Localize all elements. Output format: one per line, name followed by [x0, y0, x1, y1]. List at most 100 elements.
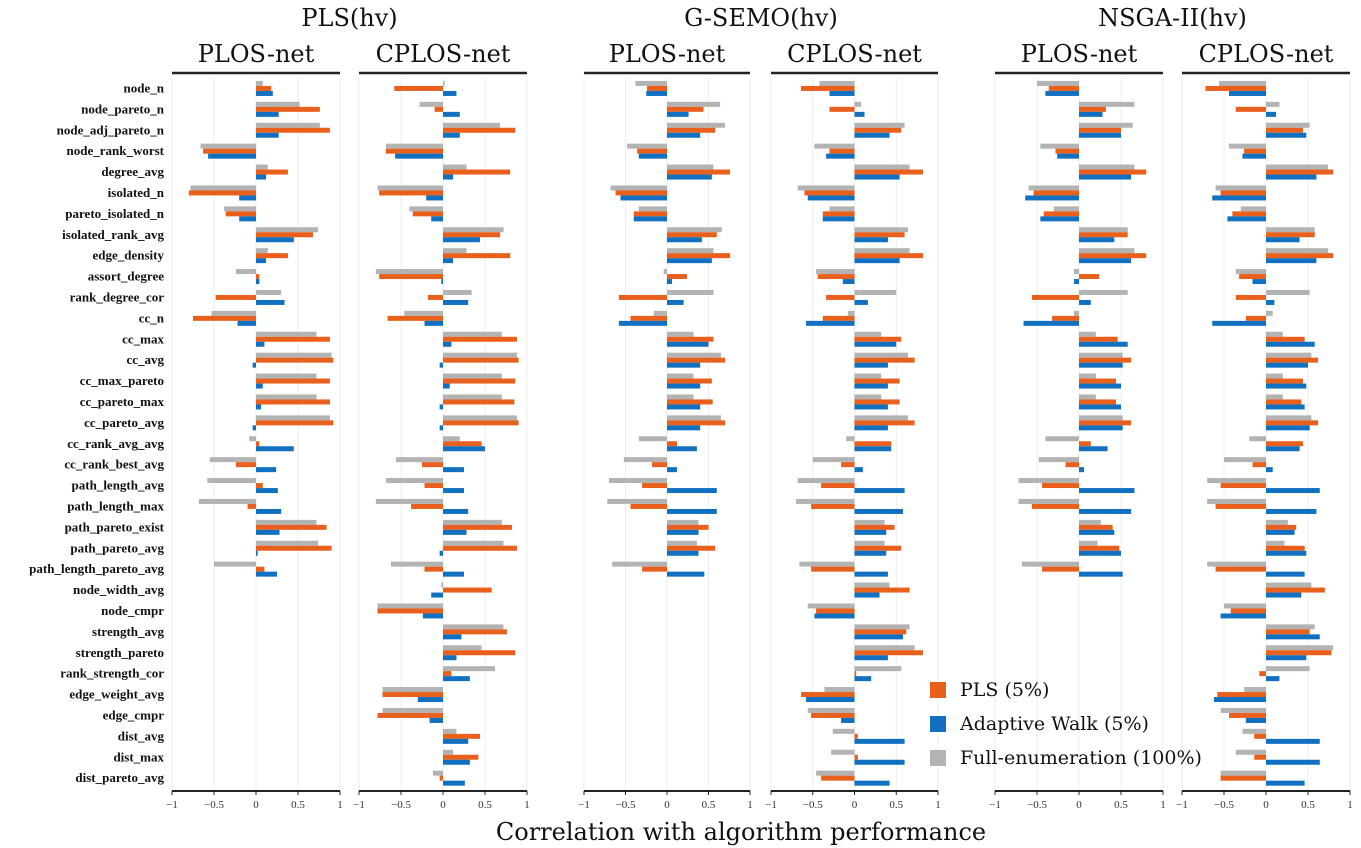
bar-pls	[256, 545, 332, 551]
bar-aw	[443, 111, 460, 117]
bar-full	[814, 143, 855, 149]
bar-aw	[667, 467, 677, 473]
x-tick-label: −0.5	[1027, 799, 1047, 811]
bar-full	[667, 331, 694, 337]
bar-aw	[667, 362, 701, 368]
bar-full	[667, 373, 694, 379]
x-tick-label: 0	[253, 799, 259, 811]
bar-aw	[443, 446, 485, 452]
feature-label: rank_degree_cor	[70, 289, 165, 304]
bar-full	[1073, 269, 1079, 275]
bar-aw	[256, 488, 278, 494]
feature-label: isolated_n	[108, 185, 165, 200]
bar-aw	[854, 404, 888, 410]
bar-aw	[1266, 571, 1305, 577]
bar-aw	[439, 362, 443, 368]
bar-pls	[821, 483, 855, 489]
bar-pls	[256, 441, 260, 447]
bar-full	[1079, 331, 1096, 337]
bar-pls	[667, 524, 709, 530]
bar-aw	[443, 508, 469, 514]
bar-pls	[1220, 190, 1266, 196]
bar-full	[667, 164, 714, 170]
bar-pls	[1031, 503, 1079, 509]
bar-pls	[854, 336, 902, 342]
bar-full	[799, 561, 855, 567]
bar-pls	[382, 692, 443, 698]
bar-full	[796, 498, 855, 504]
bar-full	[256, 80, 263, 86]
bar-aw	[1266, 111, 1277, 117]
bar-aw	[1266, 676, 1280, 682]
bar-pls	[801, 692, 855, 698]
bar-pls	[247, 503, 256, 509]
bar-pls	[667, 106, 704, 112]
bar-aw	[667, 299, 684, 305]
bar-pls	[667, 420, 726, 426]
bar-full	[443, 164, 467, 170]
bar-full	[1037, 80, 1079, 86]
bar-pls	[1229, 712, 1266, 718]
bar-full	[404, 310, 443, 316]
x-tick-label: 0.5	[1301, 799, 1315, 811]
bar-pls	[1079, 378, 1116, 384]
bar-aw	[667, 571, 705, 577]
bar-pls	[1048, 85, 1079, 91]
bar-pls	[817, 274, 855, 280]
bar-full	[854, 248, 910, 254]
bar-aw	[256, 467, 277, 473]
bar-pls	[667, 357, 726, 363]
bar-pls	[443, 754, 479, 760]
bar-pls	[1235, 106, 1266, 112]
bar-pls	[256, 357, 334, 363]
feature-label: path_pareto_exist	[65, 519, 165, 534]
bar-aw	[443, 383, 450, 389]
bar-aw	[1266, 759, 1320, 765]
bar-aw	[1079, 425, 1123, 431]
bar-pls	[1235, 294, 1266, 300]
bar-aw	[439, 404, 443, 410]
panel: PLOS-net −1 −0.5 0 0.5 1	[578, 40, 753, 811]
bar-pls	[1266, 629, 1310, 635]
bar-aw	[443, 759, 470, 765]
bar-full	[256, 227, 319, 233]
bar-pls	[811, 712, 855, 718]
bar-full	[816, 770, 855, 776]
bar-aw	[1266, 425, 1310, 431]
bar-aw	[667, 488, 717, 494]
bar-full	[653, 310, 667, 316]
bar-pls	[377, 712, 443, 718]
bar-full	[638, 206, 667, 212]
bar-full	[214, 561, 256, 567]
bar-pls	[256, 274, 260, 280]
bar-pls	[1055, 148, 1079, 154]
bar-aw	[1079, 237, 1115, 243]
bar-pls	[1079, 399, 1116, 405]
bar-aw	[854, 341, 897, 347]
bar-pls	[1266, 587, 1325, 593]
bar-full	[854, 645, 915, 651]
bar-pls	[1079, 524, 1113, 530]
bar-pls	[829, 106, 855, 112]
bar-full	[382, 707, 443, 713]
bar-pls	[1266, 524, 1297, 530]
bar-full	[1038, 457, 1079, 463]
bar-pls	[256, 336, 330, 342]
bar-full	[854, 624, 910, 630]
bar-full	[854, 373, 882, 379]
bar-aw	[443, 467, 464, 473]
bar-aw	[1266, 488, 1320, 494]
x-tick-label: 0	[1076, 799, 1082, 811]
bar-pls	[443, 587, 492, 593]
bar-aw	[633, 216, 667, 222]
bar-pls	[1079, 127, 1121, 133]
bar-full	[854, 415, 908, 421]
bar-full	[1266, 310, 1273, 316]
bar-aw	[620, 195, 667, 201]
bar-pls	[1232, 211, 1266, 217]
bar-full	[256, 101, 300, 107]
bar-pls	[1239, 274, 1266, 280]
x-tick-label: 0.5	[478, 799, 492, 811]
bar-full	[667, 101, 721, 107]
